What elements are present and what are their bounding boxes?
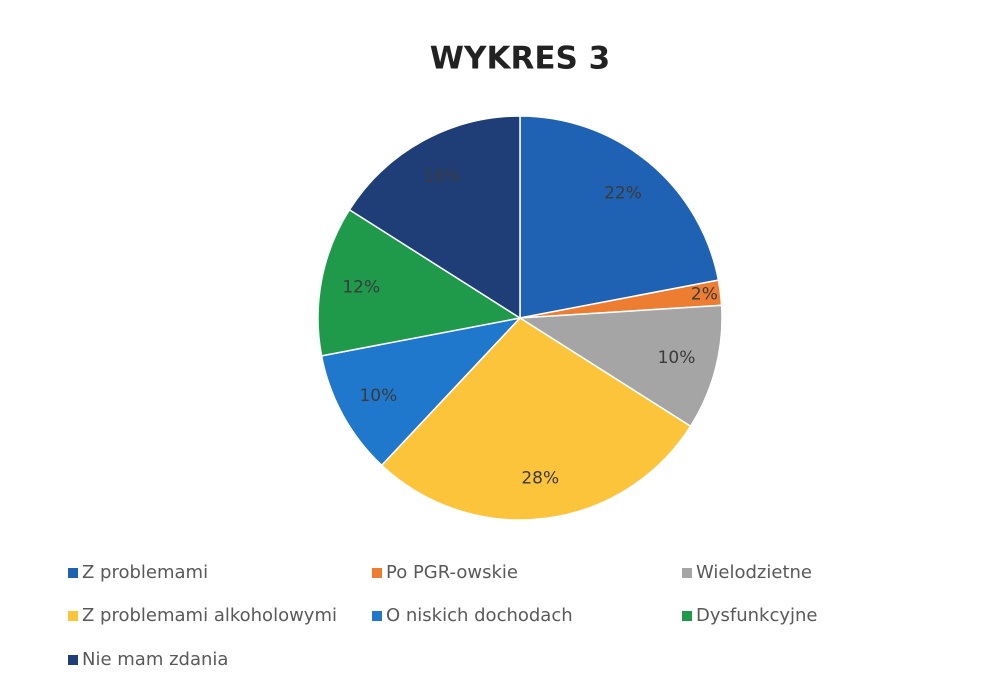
data-label: 22%	[604, 183, 642, 203]
pie-slice	[317, 208, 523, 357]
data-label: 10%	[359, 386, 397, 406]
legend-label: Nie mam zdania	[82, 649, 228, 670]
legend-swatch	[682, 611, 692, 621]
legend-swatch	[68, 611, 78, 621]
data-label: 12%	[342, 278, 380, 298]
data-label: 16%	[423, 166, 461, 186]
pie-slice	[320, 316, 523, 467]
legend-label: Po PGR-owskie	[386, 562, 518, 583]
data-label: 2%	[691, 285, 718, 305]
legend-label: Z problemami alkoholowymi	[82, 605, 337, 626]
legend-swatch	[68, 568, 78, 578]
pie-slice	[348, 115, 521, 320]
legend-swatch	[372, 568, 382, 578]
legend-label: Dysfunkcyjne	[696, 605, 818, 626]
data-label: 10%	[658, 348, 696, 368]
chart-title: WYKRES 3	[430, 41, 610, 77]
legend-swatch	[68, 655, 78, 665]
pie-slice	[517, 304, 723, 428]
legend-label: Wielodzietne	[696, 562, 812, 583]
data-label: 28%	[521, 468, 559, 488]
pie-slice	[519, 115, 720, 319]
legend-swatch	[372, 611, 382, 621]
legend-swatch	[682, 568, 692, 578]
legend-label: O niskich dochodach	[386, 605, 573, 626]
pie-slice	[380, 317, 692, 521]
legend-label: Z problemami	[82, 562, 208, 583]
